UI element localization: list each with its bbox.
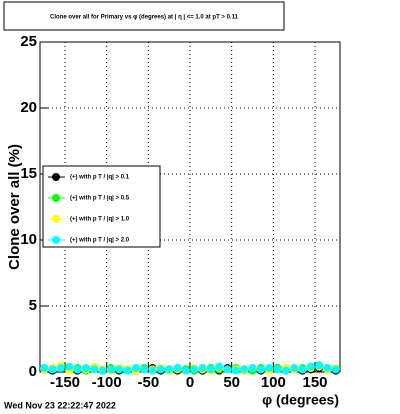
point	[331, 365, 340, 374]
y-tick-label: 10	[20, 231, 37, 248]
legend-marker	[52, 215, 60, 223]
point	[290, 364, 299, 373]
x-axis-label: φ (degrees)	[262, 392, 339, 408]
x-tick-label: -100	[92, 374, 122, 391]
y-tick-label: 5	[29, 297, 37, 314]
point	[306, 362, 315, 371]
y-tick-label: 15	[20, 165, 37, 182]
point	[315, 361, 324, 370]
point	[106, 365, 115, 374]
y-tick-label: 25	[20, 33, 37, 50]
point	[248, 364, 257, 373]
x-tick-label: 0	[186, 374, 194, 391]
point	[198, 364, 207, 373]
point	[206, 365, 215, 374]
point	[223, 365, 232, 374]
title-box	[3, 1, 285, 31]
point	[148, 366, 157, 375]
legend-box	[42, 165, 161, 248]
point	[81, 364, 90, 373]
point	[231, 366, 240, 375]
legend-label: (+) with p T / |q| > 2.0	[70, 238, 130, 244]
y-tick-label: 20	[20, 99, 37, 116]
x-tick-label: -50	[137, 374, 159, 391]
point	[156, 365, 165, 374]
point	[90, 365, 99, 374]
y-tick-label: 0	[29, 363, 37, 380]
point	[173, 364, 182, 373]
legend-label: (+) with p T / |q| > 0.5	[70, 196, 130, 202]
x-tick-label: 100	[261, 374, 286, 391]
point	[323, 364, 332, 373]
legend-marker	[52, 173, 60, 181]
y-axis-label: Clone over all (%)	[6, 144, 23, 270]
point	[240, 365, 249, 374]
point	[48, 365, 57, 374]
legend-marker	[52, 194, 60, 202]
point	[165, 365, 174, 374]
point	[65, 362, 74, 371]
point	[123, 366, 132, 375]
point	[273, 365, 282, 374]
legend-label: (+) with p T / |q| > 1.0	[70, 217, 130, 223]
chart-title: Clone over all for Primary vs φ (degrees…	[50, 15, 239, 21]
point	[256, 365, 265, 374]
point	[40, 364, 49, 373]
point	[298, 365, 307, 374]
point	[281, 366, 290, 375]
point	[56, 364, 65, 373]
x-tick-label: 150	[302, 374, 327, 391]
point	[215, 362, 224, 371]
point	[98, 366, 107, 375]
point	[265, 364, 274, 373]
point	[73, 365, 82, 374]
point	[190, 365, 199, 374]
point	[115, 365, 124, 374]
x-tick-label: 50	[223, 374, 240, 391]
footer-date: Wed Nov 23 22:22:47 2022	[4, 400, 116, 410]
point	[140, 365, 149, 374]
point	[181, 366, 190, 375]
legend-marker	[52, 236, 60, 244]
x-tick-label: -150	[50, 374, 80, 391]
legend-label: (+) with p T / |q| > 0.1	[70, 175, 130, 181]
point	[131, 364, 140, 373]
